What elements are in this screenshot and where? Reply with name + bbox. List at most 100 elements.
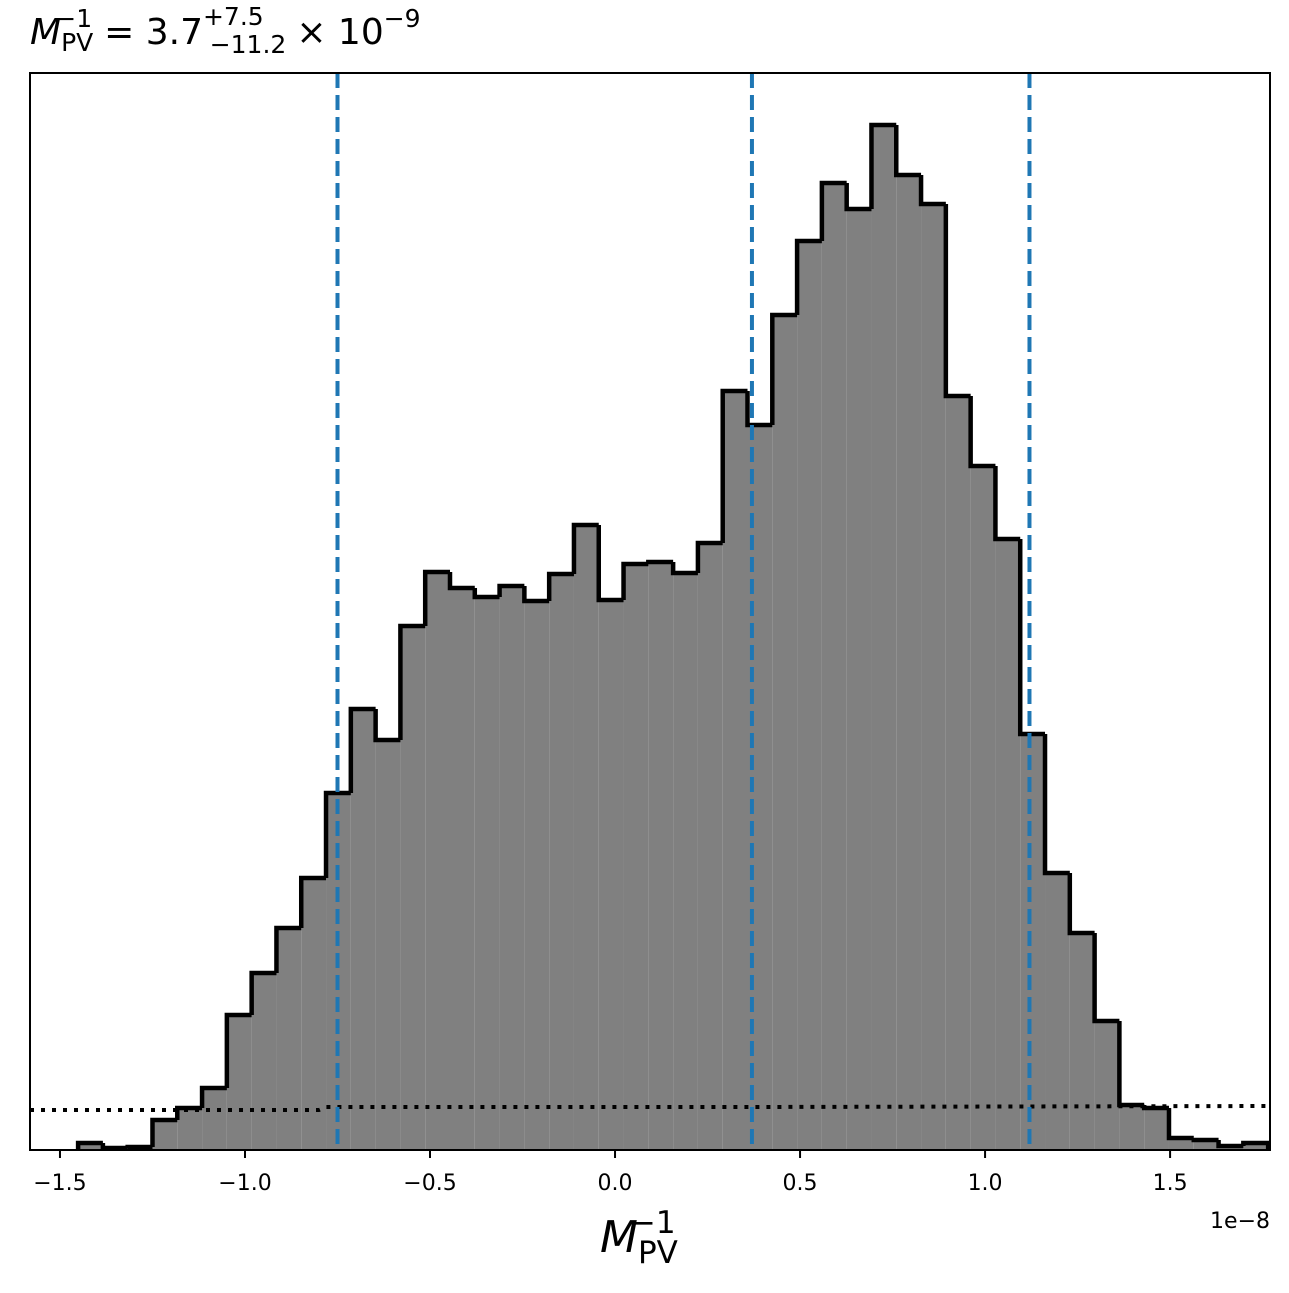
bar: [722, 391, 748, 1150]
bar: [1069, 933, 1095, 1150]
bar: [1168, 1138, 1194, 1150]
bar-outline: [1191, 1137, 1219, 1143]
bar-outline: [447, 572, 475, 591]
bar-outline: [745, 391, 773, 428]
bar: [202, 1088, 227, 1150]
bar: [226, 1015, 252, 1150]
bar: [152, 1120, 178, 1150]
x-offset-label: 1e−8: [1210, 1209, 1270, 1234]
bar-outline: [1092, 933, 1120, 1024]
bar: [573, 525, 599, 1150]
bar-outline: [150, 1117, 178, 1147]
bar: [1094, 1021, 1120, 1150]
chart-title: MPV−1 = 3.7+7.5 −11.2 × 10−9: [30, 2, 421, 59]
bar-outline: [546, 571, 574, 601]
bar-outline: [1241, 1140, 1271, 1150]
bar-outline: [770, 312, 798, 425]
bar-outline: [794, 238, 822, 315]
xlabel-subscript: PV: [638, 1235, 678, 1271]
bar: [821, 183, 847, 1150]
bar-outline: [1117, 1021, 1145, 1108]
x-axis-label: MPV−1: [600, 1205, 678, 1271]
bar: [673, 573, 698, 1150]
bar-outline: [894, 125, 922, 178]
bar: [797, 241, 822, 1150]
plot-frame: [29, 72, 1271, 1151]
x-tick-label: −1.5: [33, 1171, 86, 1196]
bar-outline: [1067, 873, 1095, 936]
bar-outline: [918, 175, 946, 207]
bar: [549, 574, 574, 1150]
bar-outline: [993, 466, 1021, 542]
bar: [648, 562, 674, 1150]
bar: [871, 125, 897, 1150]
bar: [697, 543, 723, 1150]
bar-outline: [472, 588, 500, 600]
bar-outline: [100, 1143, 128, 1151]
bar-outline: [348, 706, 376, 793]
bar: [449, 588, 475, 1150]
x-tick-label: 0.0: [598, 1171, 633, 1196]
title-lower: −11.2: [210, 30, 287, 59]
bar-outline: [819, 180, 847, 241]
x-tick-label: 1.0: [968, 1171, 1003, 1196]
bar-outline: [596, 525, 624, 603]
bar: [1144, 1108, 1169, 1150]
x-tick-label: 0.5: [783, 1171, 818, 1196]
title-upper: +7.5: [203, 2, 264, 31]
title-symbol: M: [30, 12, 61, 53]
title-exponent-base: × 10: [296, 12, 383, 53]
bar: [995, 539, 1021, 1150]
bar-outline: [274, 925, 302, 973]
bar-outline: [720, 388, 748, 543]
bar: [598, 600, 624, 1150]
bar-outline: [175, 1105, 203, 1120]
bar: [1119, 1105, 1145, 1150]
bar-outline: [323, 790, 351, 878]
bar-outline: [844, 183, 872, 212]
bar-outline: [522, 586, 550, 604]
x-tick-label: −1.0: [218, 1171, 271, 1196]
bar: [945, 396, 971, 1150]
bar: [896, 175, 922, 1150]
bar-outline: [1042, 734, 1070, 876]
bar-outline: [621, 561, 649, 600]
bar-outline: [75, 1140, 103, 1150]
xlabel-superscript: −1: [630, 1205, 676, 1241]
bar-outline: [943, 204, 971, 399]
title-value: = 3.7: [104, 12, 203, 53]
bar: [1243, 1143, 1269, 1150]
bar-outline: [224, 1012, 252, 1088]
bar: [350, 709, 376, 1150]
bar: [970, 466, 996, 1150]
x-tick-label: 1.5: [1153, 1171, 1188, 1196]
bar: [251, 973, 277, 1150]
bar-outline: [199, 1085, 227, 1108]
bar-outline: [422, 569, 450, 626]
bar-outline: [695, 540, 723, 573]
bar: [921, 204, 946, 1150]
xlabel-symbol: M: [600, 1212, 638, 1263]
bar-outline: [1166, 1108, 1194, 1141]
bar-outline: [646, 559, 674, 565]
bar-outline: [249, 970, 277, 1015]
bar-outline: [298, 875, 327, 928]
bar-outline: [1017, 539, 1046, 737]
bar-outline: [398, 623, 426, 740]
bar: [177, 1108, 203, 1150]
bar: [474, 597, 500, 1150]
bar: [400, 626, 426, 1150]
bar: [1193, 1140, 1219, 1150]
bar: [301, 878, 327, 1150]
bar-outline: [125, 1144, 153, 1150]
bar: [375, 740, 401, 1150]
bar: [846, 209, 872, 1150]
bar-outline: [373, 709, 401, 743]
bar-outline: [670, 562, 698, 576]
bar-outline: [968, 396, 996, 469]
bar: [425, 572, 450, 1150]
bar-outline: [497, 583, 525, 597]
title-subscript: PV: [61, 28, 93, 57]
bar: [1020, 734, 1046, 1150]
